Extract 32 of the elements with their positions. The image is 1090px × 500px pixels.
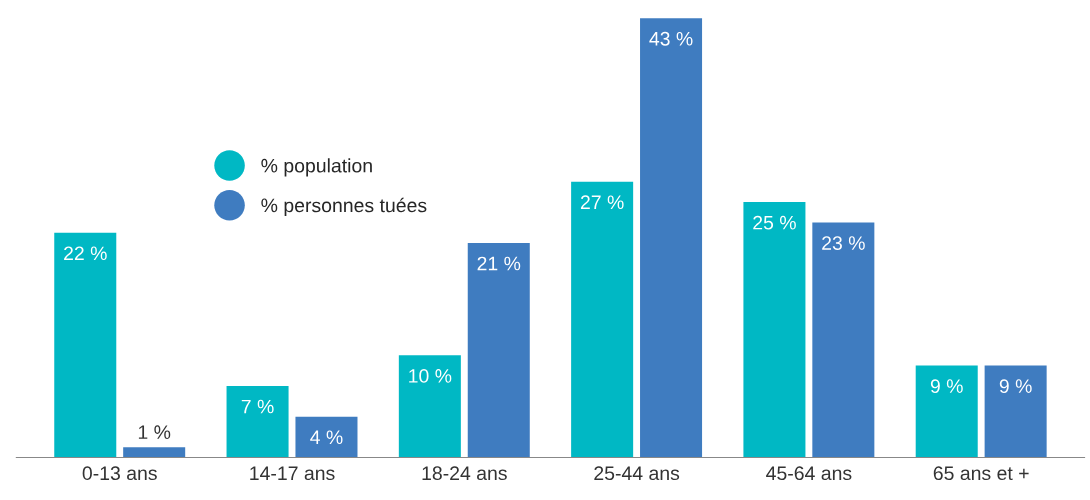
data-label: 25 %: [753, 215, 796, 230]
data-label: 9 %: [999, 379, 1032, 394]
data-label: 43 %: [649, 31, 693, 46]
data-label: 1 %: [138, 425, 171, 439]
bar: [226, 385, 289, 458]
x-tick-label: 0-13 ans: [82, 466, 157, 481]
x-tick-label: 65 ans et +: [933, 466, 1029, 481]
legend-label: % personnes tuées: [261, 197, 427, 217]
bar: [398, 355, 461, 458]
bar: [54, 232, 117, 458]
data-label: 27 %: [580, 195, 624, 210]
data-label: 4 %: [310, 430, 343, 445]
x-tick-label: 25-44 ans: [594, 466, 680, 481]
bar: [571, 181, 634, 458]
bar: [984, 365, 1047, 458]
x-tick-label: 14-17 ans: [250, 466, 335, 481]
bar: [812, 222, 875, 458]
x-tick-label: 18-24 ans: [422, 466, 507, 481]
data-label: 10 %: [409, 369, 452, 383]
data-label: 22 %: [64, 246, 107, 261]
bar: [123, 447, 186, 458]
data-label: 23 %: [822, 236, 865, 250]
bar: [640, 18, 703, 458]
data-label: 21 %: [477, 256, 521, 271]
bar: [743, 202, 806, 458]
x-tick-label: 45-64 ans: [766, 466, 852, 481]
bar: [467, 242, 530, 458]
data-label: 7 %: [241, 399, 274, 414]
data-label: 9 %: [930, 379, 963, 394]
bar: [915, 365, 978, 458]
legend-label: % population: [261, 158, 372, 177]
bar: [295, 416, 358, 458]
